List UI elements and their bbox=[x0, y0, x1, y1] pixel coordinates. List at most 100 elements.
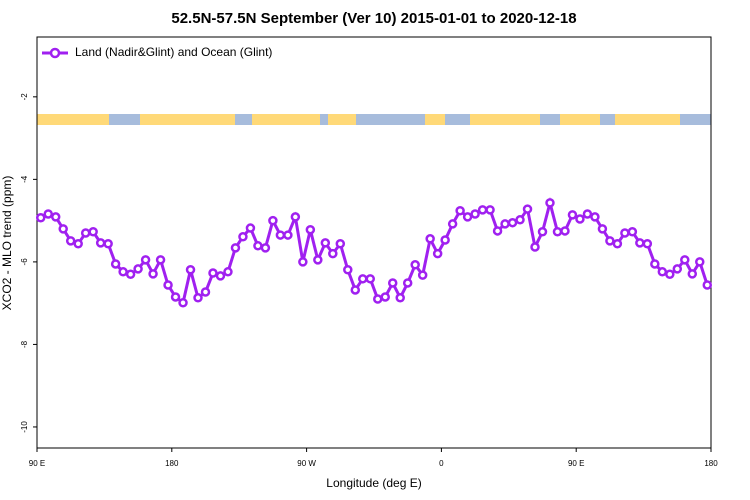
data-point bbox=[680, 255, 690, 265]
x-tick-label: 90 E bbox=[568, 459, 584, 468]
data-point bbox=[193, 293, 203, 303]
data-point bbox=[462, 212, 473, 222]
land-strip bbox=[615, 114, 680, 125]
data-point bbox=[590, 212, 600, 222]
data-point bbox=[387, 278, 398, 288]
data-point bbox=[95, 238, 106, 248]
data-point bbox=[492, 226, 503, 236]
data-point bbox=[485, 205, 495, 215]
data-point bbox=[88, 227, 98, 237]
data-line bbox=[40, 196, 709, 306]
data-point bbox=[380, 292, 390, 302]
data-point bbox=[515, 215, 525, 225]
data-point bbox=[35, 212, 46, 223]
data-point bbox=[372, 294, 383, 304]
x-axis-title: Longitude (deg E) bbox=[326, 476, 421, 490]
data-point bbox=[253, 241, 263, 251]
data-point bbox=[620, 228, 630, 238]
data-point bbox=[507, 217, 518, 228]
data-point bbox=[455, 205, 465, 216]
data-point bbox=[432, 248, 443, 259]
y-tick-label: -6 bbox=[20, 258, 29, 266]
ocean-strip bbox=[37, 114, 711, 125]
data-point bbox=[65, 236, 76, 246]
data-point bbox=[313, 255, 323, 265]
data-point bbox=[58, 224, 68, 234]
y-axis-title: XCO2 - MLO trend (ppm) bbox=[0, 176, 14, 311]
land-strip bbox=[425, 114, 445, 125]
data-point bbox=[440, 235, 450, 245]
data-point bbox=[290, 212, 301, 222]
data-point bbox=[185, 264, 196, 275]
data-point bbox=[642, 238, 653, 249]
data-point bbox=[275, 230, 286, 240]
y-tick-label: -4 bbox=[20, 175, 29, 183]
data-point bbox=[80, 228, 91, 238]
data-point bbox=[597, 224, 608, 234]
data-point bbox=[665, 269, 675, 280]
data-point bbox=[178, 297, 188, 308]
data-point bbox=[200, 287, 211, 297]
data-point bbox=[260, 243, 271, 253]
data-point bbox=[43, 209, 53, 219]
data-point bbox=[73, 238, 83, 249]
x-tick-label: 180 bbox=[704, 459, 718, 468]
data-point bbox=[650, 259, 660, 269]
data-point bbox=[522, 204, 533, 214]
data-point bbox=[552, 227, 563, 237]
data-point bbox=[560, 226, 570, 236]
data-point bbox=[238, 231, 248, 242]
data-point bbox=[245, 223, 256, 233]
data-point bbox=[133, 264, 143, 274]
data-point bbox=[395, 293, 405, 303]
x-tick-label: 90 E bbox=[29, 459, 45, 468]
data-point bbox=[477, 205, 488, 215]
data-point bbox=[567, 210, 578, 220]
data-point bbox=[215, 271, 226, 281]
data-point bbox=[268, 215, 278, 226]
data-point bbox=[695, 257, 705, 267]
data-point bbox=[657, 267, 668, 277]
data-point bbox=[223, 267, 233, 277]
data-point bbox=[365, 274, 376, 284]
data-point bbox=[702, 280, 713, 290]
data-point bbox=[530, 242, 540, 252]
x-tick-label: 180 bbox=[165, 459, 179, 468]
data-point bbox=[305, 224, 316, 235]
data-point bbox=[148, 269, 158, 279]
data-point bbox=[470, 209, 480, 219]
y-tick-label: -8 bbox=[20, 340, 29, 348]
x-tick-label: 0 bbox=[439, 459, 444, 468]
land-strip bbox=[328, 114, 356, 125]
data-point bbox=[687, 269, 698, 279]
data-point bbox=[672, 264, 683, 274]
data-point bbox=[163, 280, 173, 290]
data-point bbox=[335, 238, 346, 249]
data-point bbox=[425, 234, 435, 244]
chart-title: 52.5N-57.5N September (Ver 10) 2015-01-0… bbox=[171, 10, 576, 27]
data-point bbox=[140, 255, 151, 265]
data-point bbox=[447, 219, 458, 229]
land-strip bbox=[140, 114, 235, 125]
data-point bbox=[545, 198, 555, 208]
data-point bbox=[170, 292, 181, 302]
data-point bbox=[103, 238, 113, 249]
legend-marker bbox=[49, 47, 61, 59]
data-point bbox=[582, 209, 593, 219]
land-ocean-strip bbox=[37, 114, 711, 125]
data-point bbox=[125, 269, 136, 280]
data-point bbox=[298, 257, 308, 267]
land-strip bbox=[252, 114, 320, 125]
data-point bbox=[155, 255, 166, 265]
legend-label: Land (Nadir&Glint) and Ocean (Glint) bbox=[75, 45, 272, 59]
data-point bbox=[110, 259, 121, 269]
data-point bbox=[417, 270, 428, 280]
y-tick-label: -2 bbox=[20, 93, 29, 101]
data-point bbox=[402, 278, 413, 288]
land-strip bbox=[470, 114, 540, 125]
data-point bbox=[230, 243, 241, 253]
data-point bbox=[328, 248, 338, 259]
data-point bbox=[605, 236, 615, 246]
land-strip bbox=[560, 114, 600, 125]
plot-frame bbox=[36, 36, 712, 449]
